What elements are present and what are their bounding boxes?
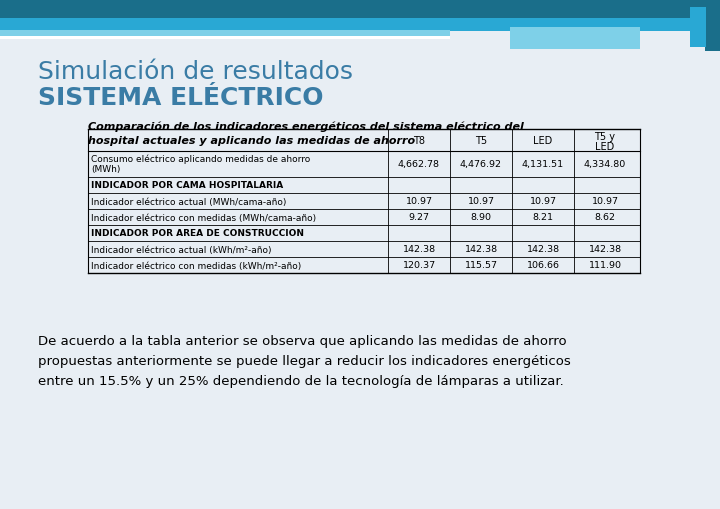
Text: 10.97: 10.97 (467, 197, 495, 206)
Text: 8.21: 8.21 (533, 213, 554, 222)
Bar (0, 37, 450, 40)
Text: Indicador eléctrico con medidas (MWh/cama-año): Indicador eléctrico con medidas (MWh/cam… (91, 213, 316, 222)
Text: 9.27: 9.27 (408, 213, 430, 222)
Text: De acuerdo a la tabla anterior se observa que aplicando las medidas de ahorro: De acuerdo a la tabla anterior se observ… (38, 334, 567, 347)
Text: (MWh): (MWh) (91, 165, 120, 174)
Text: 10.97: 10.97 (529, 197, 557, 206)
Text: Comparación de los indicadores energéticos del sistema eléctrico del: Comparación de los indicadores energétic… (88, 122, 524, 132)
Text: 142.38: 142.38 (588, 245, 621, 254)
Text: 142.38: 142.38 (464, 245, 498, 254)
Text: hospital actuales y aplicando las medidas de ahorro: hospital actuales y aplicando las medida… (88, 136, 415, 146)
Text: Consumo eléctrico aplicando medidas de ahorro: Consumo eléctrico aplicando medidas de a… (91, 154, 310, 163)
Text: 4,476.92: 4,476.92 (460, 160, 502, 169)
Text: 10.97: 10.97 (592, 197, 618, 206)
Bar (0, 31, 450, 37)
Text: 8.62: 8.62 (595, 213, 616, 222)
Text: 10.97: 10.97 (405, 197, 433, 206)
Text: LED: LED (595, 142, 615, 152)
Text: Indicador eléctrico actual (MWh/cama-año): Indicador eléctrico actual (MWh/cama-año… (91, 197, 287, 206)
Bar (705, 0, 720, 52)
Text: T5: T5 (475, 136, 487, 146)
Bar (510, 28, 640, 50)
Text: INDICADOR POR AREA DE CONSTRUCCION: INDICADOR POR AREA DE CONSTRUCCION (91, 229, 304, 238)
Bar (0, 0, 720, 20)
Text: 142.38: 142.38 (402, 245, 436, 254)
Text: T8: T8 (413, 136, 425, 146)
Text: SISTEMA ELÉCTRICO: SISTEMA ELÉCTRICO (38, 86, 323, 110)
Text: INDICADOR POR CAMA HOSPITALARIA: INDICADOR POR CAMA HOSPITALARIA (91, 181, 283, 190)
Bar (690, 8, 706, 48)
Text: Indicador eléctrico actual (kWh/m²-año): Indicador eléctrico actual (kWh/m²-año) (91, 245, 271, 254)
Text: 120.37: 120.37 (402, 261, 436, 270)
Text: propuestas anteriormente se puede llegar a reducir los indicadores energéticos: propuestas anteriormente se puede llegar… (38, 354, 571, 367)
Text: 4,131.51: 4,131.51 (522, 160, 564, 169)
Text: 142.38: 142.38 (526, 245, 559, 254)
Text: LED: LED (534, 136, 553, 146)
Text: T5 y: T5 y (595, 132, 616, 142)
Text: 111.90: 111.90 (588, 261, 621, 270)
Text: 4,334.80: 4,334.80 (584, 160, 626, 169)
Bar (0, 19, 720, 32)
Text: Simulación de resultados: Simulación de resultados (38, 60, 353, 84)
Text: entre un 15.5% y un 25% dependiendo de la tecnología de lámparas a utilizar.: entre un 15.5% y un 25% dependiendo de l… (38, 374, 564, 387)
Text: 4,662.78: 4,662.78 (398, 160, 440, 169)
Text: 106.66: 106.66 (526, 261, 559, 270)
Text: Indicador eléctrico con medidas (kWh/m²-año): Indicador eléctrico con medidas (kWh/m²-… (91, 261, 301, 270)
Text: 115.57: 115.57 (464, 261, 498, 270)
Text: 8.90: 8.90 (470, 213, 492, 222)
